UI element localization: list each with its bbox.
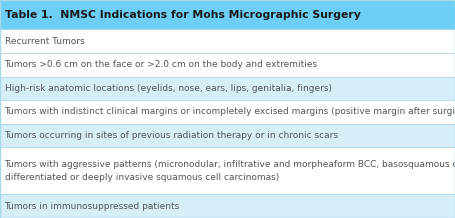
Text: High-risk anatomic locations (eyelids, nose, ears, lips, genitalia, fingers): High-risk anatomic locations (eyelids, n… xyxy=(5,84,332,93)
Text: Tumors occurring in sites of previous radiation therapy or in chronic scars: Tumors occurring in sites of previous ra… xyxy=(5,131,339,140)
Bar xyxy=(0,194,455,218)
Text: Tumors with aggressive patterns (micronodular, infiltrative and morpheaform BCC,: Tumors with aggressive patterns (microno… xyxy=(5,160,455,182)
Bar xyxy=(0,29,455,53)
Bar xyxy=(0,124,455,147)
Text: Table 1.  NMSC Indications for Mohs Micrographic Surgery: Table 1. NMSC Indications for Mohs Micro… xyxy=(5,10,360,20)
Text: Tumors in immunosuppressed patients: Tumors in immunosuppressed patients xyxy=(5,202,180,211)
Bar xyxy=(0,53,455,77)
Bar xyxy=(0,147,455,194)
Bar xyxy=(0,0,455,29)
Text: Tumors with indistinct clinical margins or incompletely excised margins (positiv: Tumors with indistinct clinical margins … xyxy=(5,107,455,116)
Bar xyxy=(0,100,455,124)
Bar xyxy=(0,77,455,100)
Text: Tumors >0.6 cm on the face or >2.0 cm on the body and extremities: Tumors >0.6 cm on the face or >2.0 cm on… xyxy=(5,60,318,69)
Text: Recurrent Tumors: Recurrent Tumors xyxy=(5,37,84,46)
